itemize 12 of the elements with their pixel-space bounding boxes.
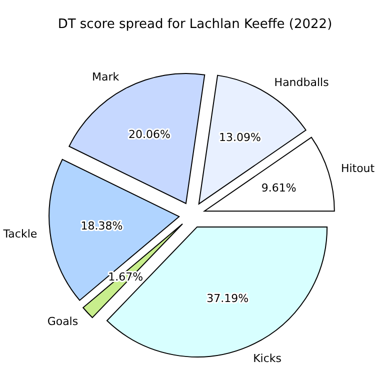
slice-label: Mark bbox=[92, 70, 120, 84]
slice-label: Hitout bbox=[340, 162, 376, 176]
slice-label: Tackle bbox=[2, 228, 38, 241]
data-label: 13.09% bbox=[219, 131, 261, 144]
data-label: 9.61% bbox=[261, 181, 296, 194]
slice-label: Handballs bbox=[274, 76, 330, 89]
data-label: 18.38% bbox=[80, 220, 123, 233]
data-label: 20.06% bbox=[128, 128, 170, 142]
data-label: 37.19% bbox=[206, 292, 249, 306]
chart-title: DT score spread for Lachlan Keeffe (2022) bbox=[58, 17, 332, 32]
slice-label: Goals bbox=[47, 315, 78, 328]
slice-label: Kicks bbox=[253, 352, 282, 366]
